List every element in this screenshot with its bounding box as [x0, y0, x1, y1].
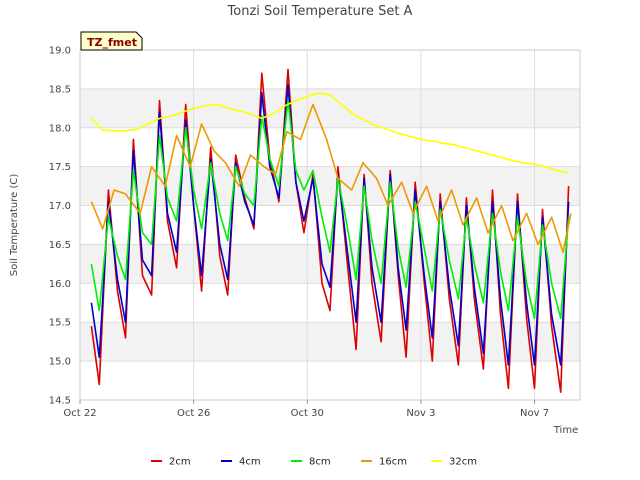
y-tick-label: 19.0	[49, 46, 71, 57]
plot-band	[80, 50, 580, 89]
legend-label-8cm: 8cm	[309, 457, 331, 468]
x-tick-label: Nov 3	[406, 408, 435, 419]
y-tick-label: 18.0	[49, 123, 71, 134]
x-tick-label: Nov 7	[520, 408, 549, 419]
series-line-8cm	[90, 99, 570, 320]
x-tick-label: Oct 22	[63, 408, 96, 419]
series-lines	[90, 68, 572, 394]
series-line-16cm	[90, 103, 572, 253]
y-tick-label: 14.5	[49, 396, 71, 407]
site-tag-label: TZ_fmet	[87, 36, 137, 49]
plot-border	[79, 49, 581, 401]
x-axis-title: Time	[553, 425, 578, 436]
site-tag-box	[80, 31, 143, 51]
chart-title: Tonzi Soil Temperature Set A	[227, 4, 413, 19]
y-tick-label: 18.5	[49, 84, 71, 95]
legend: 2cm 4cm 8cm 16cm 32cm	[151, 457, 477, 468]
legend-label-16cm: 16cm	[379, 457, 407, 468]
series-line-32cm	[90, 92, 569, 174]
plot-band	[80, 166, 580, 206]
legend-label-2cm: 2cm	[169, 457, 191, 468]
y-axis: 14.5 15.0 15.5 16.0 16.5 17.0 17.5 18.0 18.5 19.0	[49, 46, 71, 407]
y-tick-label: 16.5	[49, 240, 71, 251]
x-axis: Oct 22 Oct 26 Oct 30 Nov 3 Nov 7	[63, 400, 549, 419]
legend-label-32cm: 32cm	[449, 457, 477, 468]
x-tick-label: Oct 26	[177, 408, 210, 419]
y-tick-label: 16.0	[49, 279, 71, 290]
site-tag: TZ_fmet	[80, 31, 143, 51]
y-axis-title: Soil Temperature (C)	[9, 174, 20, 277]
y-tick-label: 15.5	[49, 318, 71, 329]
y-tick-label: 15.0	[49, 357, 71, 368]
plot-band	[80, 322, 580, 362]
y-tick-label: 17.0	[49, 201, 71, 212]
legend-label-4cm: 4cm	[239, 457, 261, 468]
plot-band	[80, 361, 580, 400]
y-tick-label: 17.5	[49, 162, 71, 173]
series-line-4cm	[90, 84, 570, 366]
x-tick-label: Oct 30	[291, 408, 324, 419]
plot-band	[80, 127, 580, 167]
